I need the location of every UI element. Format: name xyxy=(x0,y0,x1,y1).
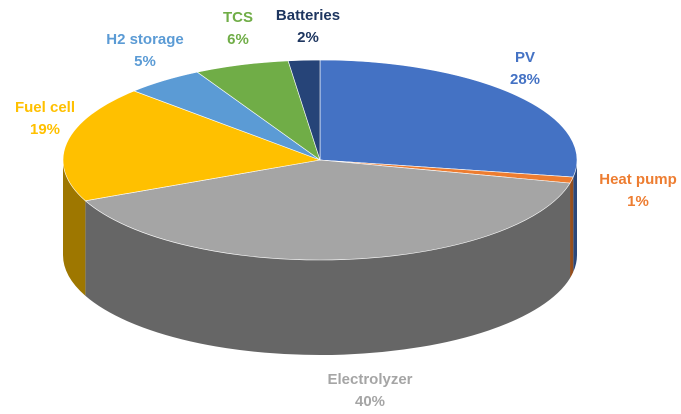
slice-side xyxy=(570,177,574,279)
slice-value-label: 5% xyxy=(134,53,156,70)
slice-value-label: 1% xyxy=(627,193,649,210)
slice-value-label: 40% xyxy=(355,393,385,410)
slice-label: TCS xyxy=(223,9,253,26)
slice xyxy=(287,59,321,161)
slice-label: Batteries xyxy=(276,7,340,24)
slice xyxy=(319,59,578,178)
slice-side xyxy=(573,160,577,273)
slice-value-label: 6% xyxy=(227,31,249,48)
slice-value-label: 28% xyxy=(510,71,540,88)
slice-label: Heat pump xyxy=(599,171,677,188)
slice-label: H2 storage xyxy=(106,31,184,48)
slice-side xyxy=(63,160,86,296)
slice-value-label: 19% xyxy=(30,121,60,138)
slice xyxy=(84,159,571,261)
slice-side xyxy=(85,183,571,355)
slice-label: PV xyxy=(515,49,535,66)
slice-label: Fuel cell xyxy=(15,99,75,116)
slice-value-label: 2% xyxy=(297,29,319,46)
slice xyxy=(62,90,322,202)
slice-label: Electrolyzer xyxy=(327,371,412,388)
